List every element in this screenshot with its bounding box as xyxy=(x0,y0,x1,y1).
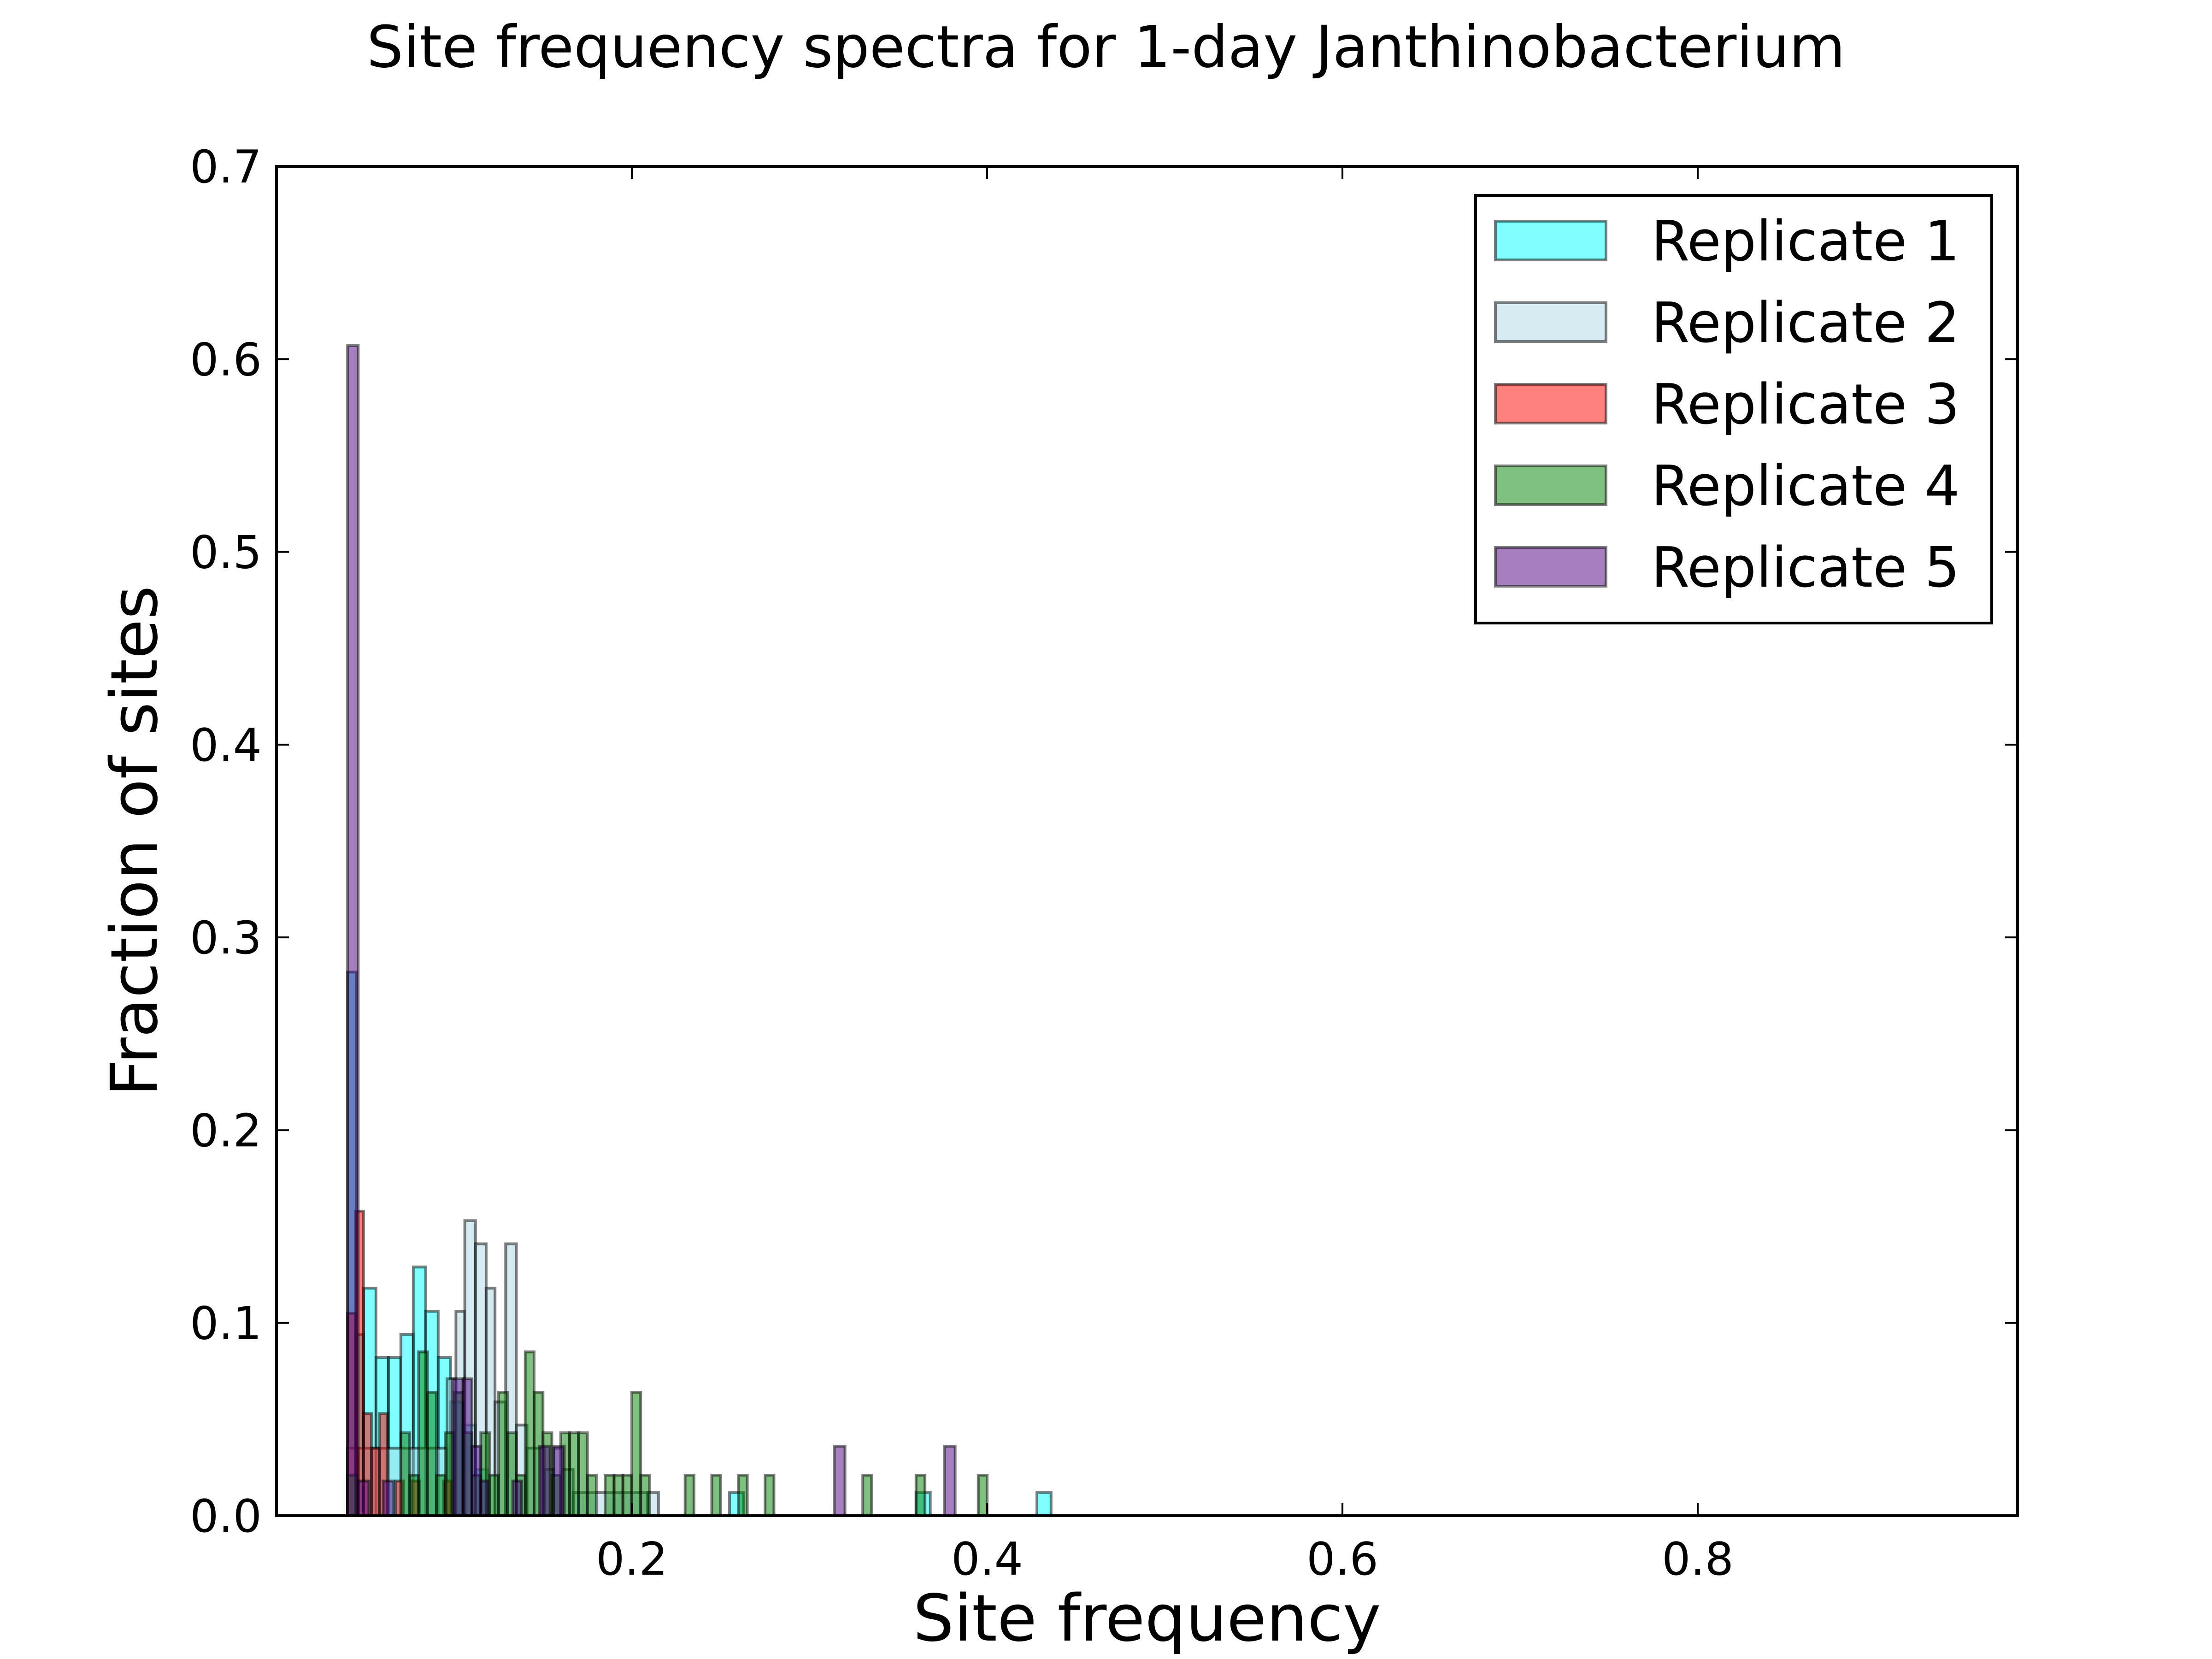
y-tick-label: 0.2 xyxy=(190,1105,262,1157)
chart-title: Site frequency spectra for 1-day Janthin… xyxy=(367,14,1845,81)
y-tick-label: 0.5 xyxy=(190,527,262,579)
x-tick-label: 0.4 xyxy=(951,1533,1023,1586)
y-tick-label: 0.6 xyxy=(190,334,262,386)
histogram-bar xyxy=(357,1479,371,1517)
histogram-bar xyxy=(914,1474,927,1517)
histogram-bar xyxy=(552,1445,566,1518)
histogram-bar xyxy=(346,344,360,1518)
histogram-bar xyxy=(479,1479,489,1517)
legend-label: Replicate 1 xyxy=(1651,210,1960,274)
histogram-bar xyxy=(683,1474,695,1517)
histogram-bar xyxy=(764,1474,776,1517)
legend: Replicate 1 Replicate 2 Replicate 3 Replica… xyxy=(1474,194,1993,624)
legend-label: Replicate 3 xyxy=(1651,373,1960,437)
histogram-bar xyxy=(382,1479,395,1517)
plot-frame xyxy=(275,165,2019,1517)
legend-label: Replicate 4 xyxy=(1651,454,1960,518)
histogram-bar xyxy=(737,1474,749,1517)
series-replicate-4 xyxy=(346,1350,989,1518)
histogram-bar xyxy=(586,1474,598,1517)
histogram-bar xyxy=(710,1474,722,1517)
x-axis-label: Site frequency xyxy=(913,1581,1381,1656)
legend-item: Replicate 3 xyxy=(1494,373,1960,437)
y-tick-label: 0.4 xyxy=(190,719,262,772)
y-tick-label: 0.1 xyxy=(190,1298,262,1350)
legend-swatch xyxy=(1494,546,1607,588)
histogram-bar xyxy=(833,1445,847,1518)
legend-label: Replicate 2 xyxy=(1651,291,1960,355)
y-axis-label: Fraction of sites xyxy=(97,586,172,1097)
legend-item: Replicate 5 xyxy=(1494,536,1960,600)
legend-swatch xyxy=(1494,465,1607,506)
axis-ticks xyxy=(276,165,2018,1517)
x-tick-label: 0.6 xyxy=(1306,1533,1378,1586)
histogram-bar xyxy=(977,1474,989,1517)
histogram-bar xyxy=(538,1445,552,1518)
histogram-bar xyxy=(861,1474,873,1517)
y-tick-label: 0.7 xyxy=(190,141,262,194)
x-tick-label: 0.2 xyxy=(596,1533,668,1586)
histogram-bar xyxy=(451,1377,465,1517)
tick-labels: 0.2 0.4 0.6 0.8 0.0 0.1 0.2 0.3 0.4 0.5 0.6 0.7 xyxy=(190,141,1734,1586)
y-tick-label: 0.0 xyxy=(190,1490,262,1543)
x-tick-label: 0.8 xyxy=(1662,1533,1734,1586)
legend-swatch xyxy=(1494,220,1607,261)
legend-label: Replicate 5 xyxy=(1651,536,1960,600)
legend-swatch xyxy=(1494,383,1607,424)
histogram-bar xyxy=(1035,1491,1053,1517)
y-tick-label: 0.3 xyxy=(190,912,262,965)
legend-swatch xyxy=(1494,301,1607,343)
legend-item: Replicate 2 xyxy=(1494,291,1960,355)
legend-item: Replicate 1 xyxy=(1494,210,1960,274)
histogram-bar xyxy=(943,1445,957,1518)
histogram-bar xyxy=(639,1474,651,1517)
histogram-bar xyxy=(511,1479,524,1517)
legend-item: Replicate 4 xyxy=(1494,454,1960,518)
